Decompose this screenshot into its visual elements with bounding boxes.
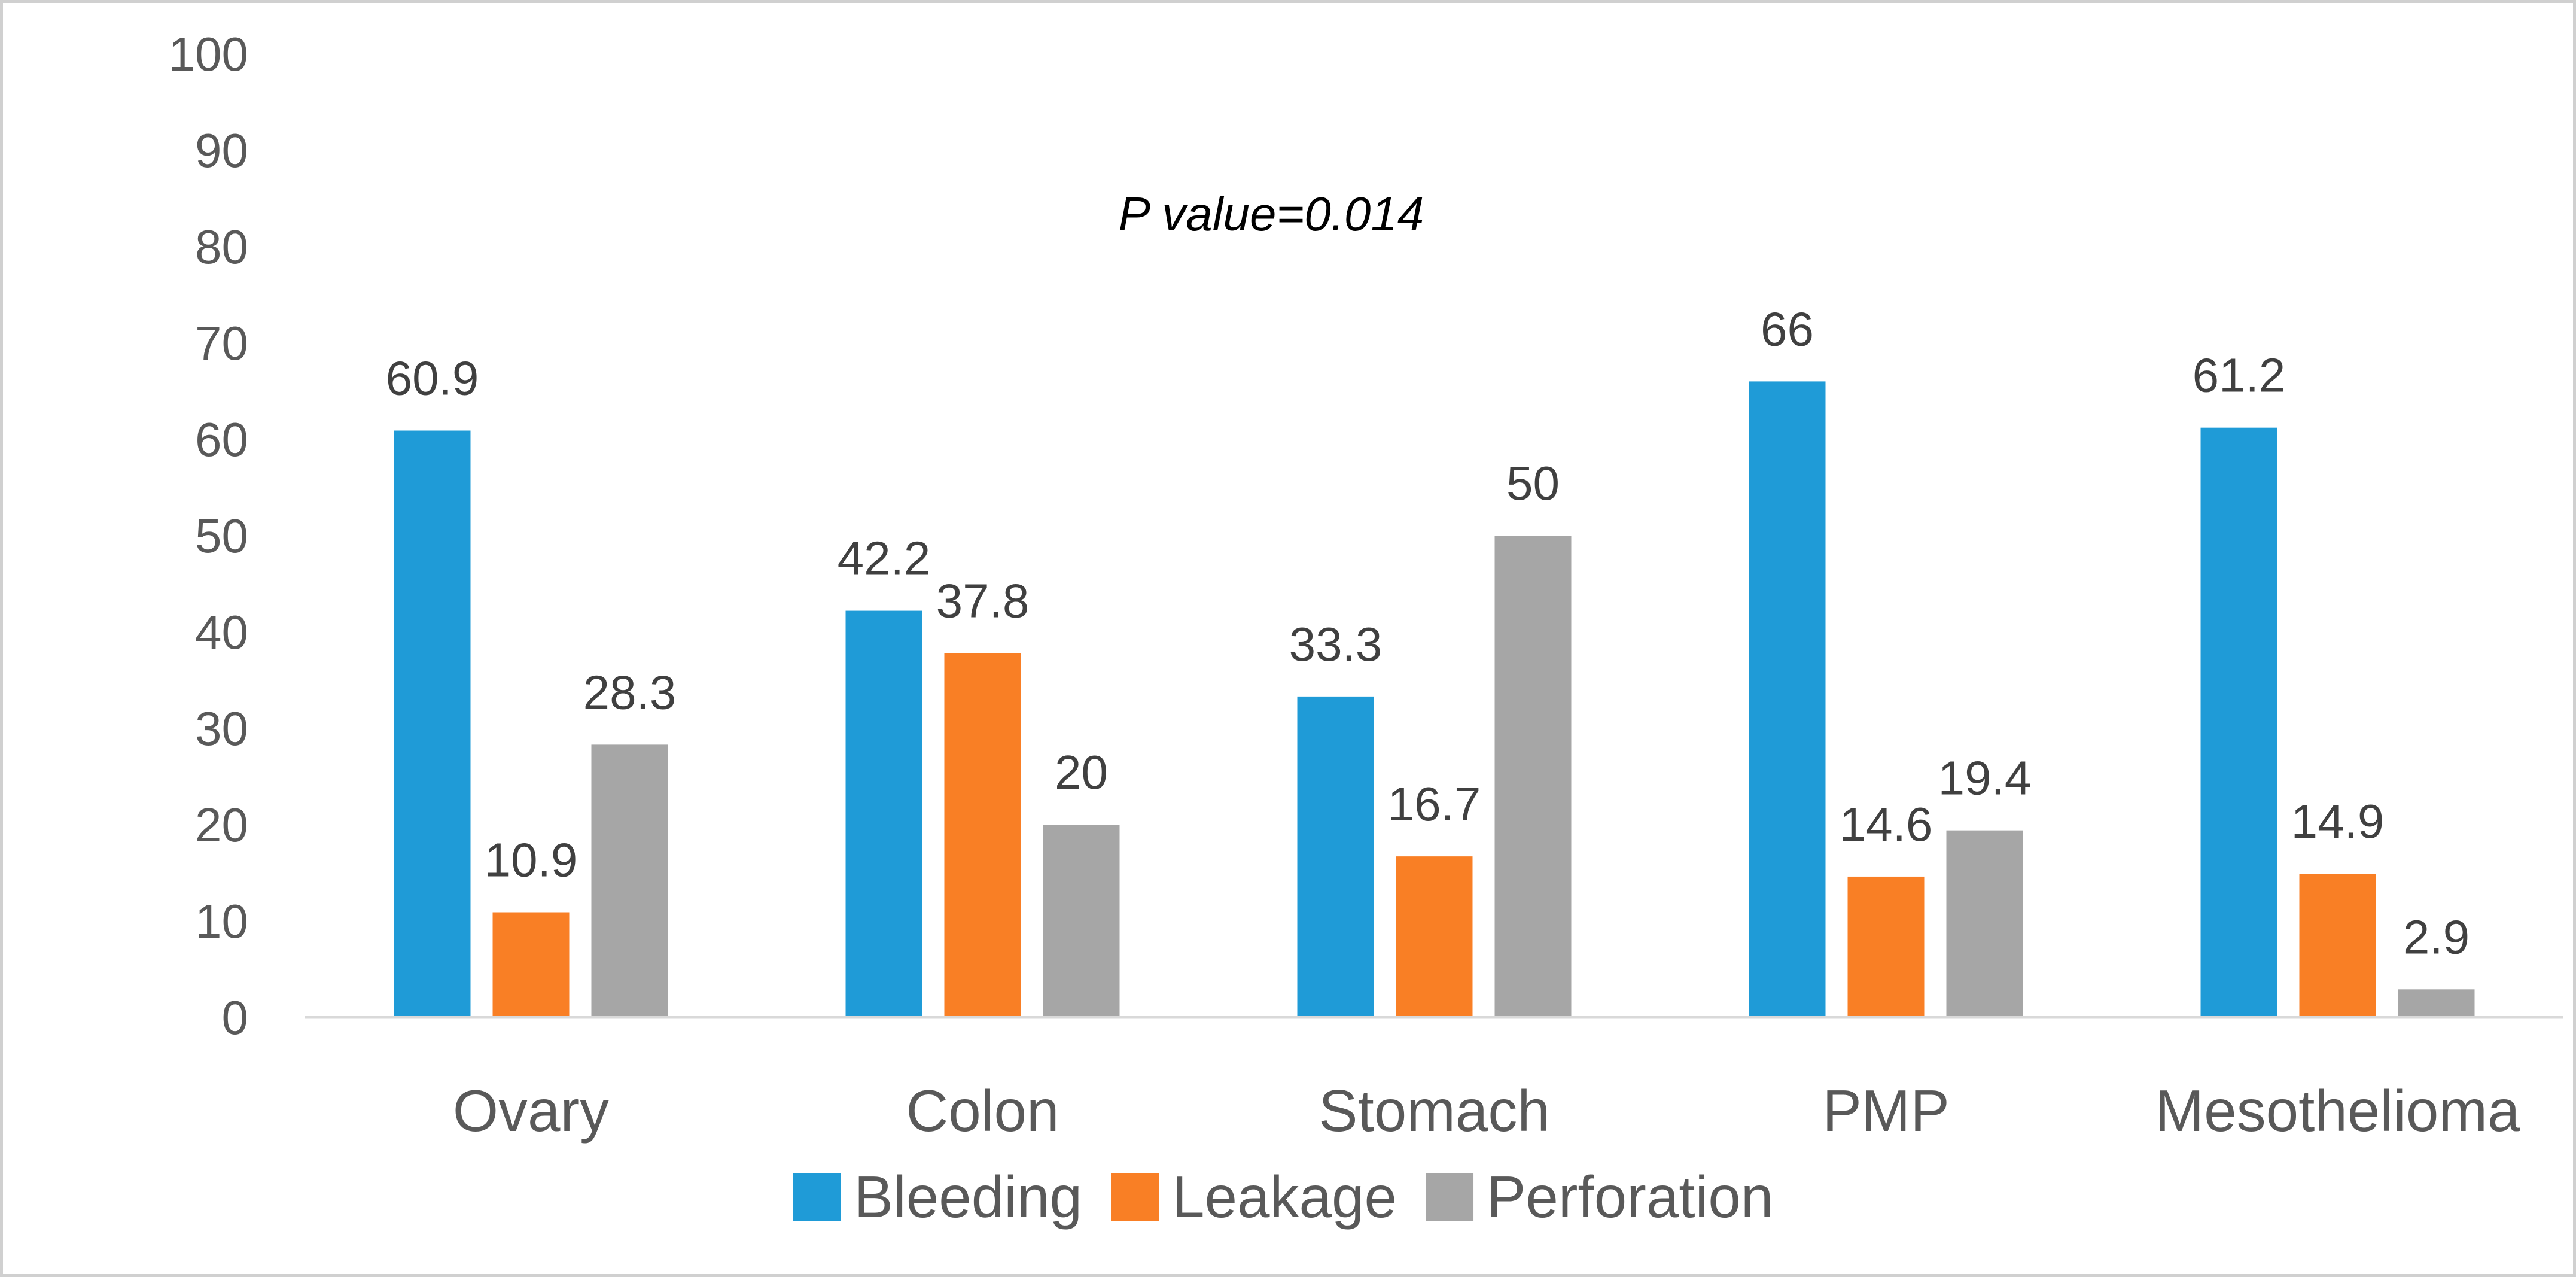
data-label: 60.9 [386, 352, 479, 405]
y-tick-label: 40 [195, 606, 248, 659]
category-label: Colon [906, 1078, 1059, 1144]
data-label: 28.3 [583, 665, 677, 719]
x-axis: Ovary Colon Stomach PMP Mesothelioma [453, 1078, 2520, 1144]
legend-swatch-bleeding [793, 1173, 841, 1221]
bar-bleeding-ovary [394, 430, 471, 1017]
bar-leakage-ovary [492, 912, 570, 1017]
data-labels: 60.9 10.9 28.3 42.237.8 20 33.3 16.7 50 66 14.619… [386, 302, 2470, 963]
p-value-annotation: P value=0.014 [1119, 187, 1424, 241]
legend-label-perforation: Perforation [1487, 1164, 1773, 1230]
bar-bleeding-stomach [1297, 696, 1374, 1017]
bar-leakage-pmp [1847, 876, 1925, 1017]
legend: Bleeding Leakage Perforation [793, 1164, 1773, 1230]
bar-leakage-stomach [1396, 856, 1473, 1017]
y-tick-label: 50 [195, 509, 248, 563]
data-label: 2.9 [2403, 910, 2470, 963]
y-tick-label: 30 [195, 702, 248, 755]
y-tick-label: 80 [195, 220, 248, 273]
data-label: 16.7 [1388, 777, 1481, 831]
data-label: 42.2 [838, 532, 931, 585]
bar-perforation-pmp [1946, 830, 2023, 1017]
y-tick-label: 100 [169, 28, 248, 81]
bar-leakage-colon [944, 653, 1021, 1017]
y-tick-label: 70 [195, 317, 248, 370]
data-label: 14.9 [2291, 795, 2385, 848]
bar-perforation-stomach [1494, 536, 1572, 1017]
y-tick-label: 10 [195, 895, 248, 948]
data-label: 14.6 [1840, 798, 1933, 851]
legend-label-leakage: Leakage [1172, 1164, 1397, 1230]
bar-perforation-ovary [591, 744, 668, 1017]
bar-bleeding-colon [845, 610, 922, 1017]
category-label: Mesothelioma [2155, 1078, 2520, 1144]
bar-perforation-colon [1043, 825, 1120, 1017]
data-label: 33.3 [1289, 618, 1383, 671]
bar-bleeding-mesothelioma [2200, 427, 2277, 1017]
y-tick-label: 20 [195, 798, 248, 852]
bar-perforation-mesothelioma [2398, 989, 2475, 1017]
legend-label-bleeding: Bleeding [854, 1164, 1082, 1230]
y-axis: 0 10 20 30 40 50 60 70 80 90 100 [169, 28, 248, 1044]
bar-leakage-mesothelioma [2299, 874, 2376, 1017]
legend-swatch-perforation [1426, 1173, 1474, 1221]
y-tick-label: 60 [195, 413, 248, 466]
data-label: 10.9 [485, 834, 578, 887]
category-label: PMP [1822, 1078, 1949, 1144]
bars [394, 381, 2475, 1017]
legend-swatch-leakage [1111, 1173, 1159, 1221]
data-label: 61.2 [2193, 349, 2286, 402]
category-label: Ovary [453, 1078, 609, 1144]
category-label: Stomach [1319, 1078, 1550, 1144]
y-tick-label: 0 [222, 991, 249, 1044]
bar-bleeding-pmp [1749, 381, 1826, 1017]
data-label: 66 [1761, 302, 1814, 355]
data-label: 20 [1055, 746, 1108, 799]
y-tick-label: 90 [195, 124, 248, 177]
data-label: 37.8 [936, 574, 1030, 627]
data-label: 50 [1506, 457, 1560, 510]
data-label: 19.4 [1938, 752, 2032, 805]
